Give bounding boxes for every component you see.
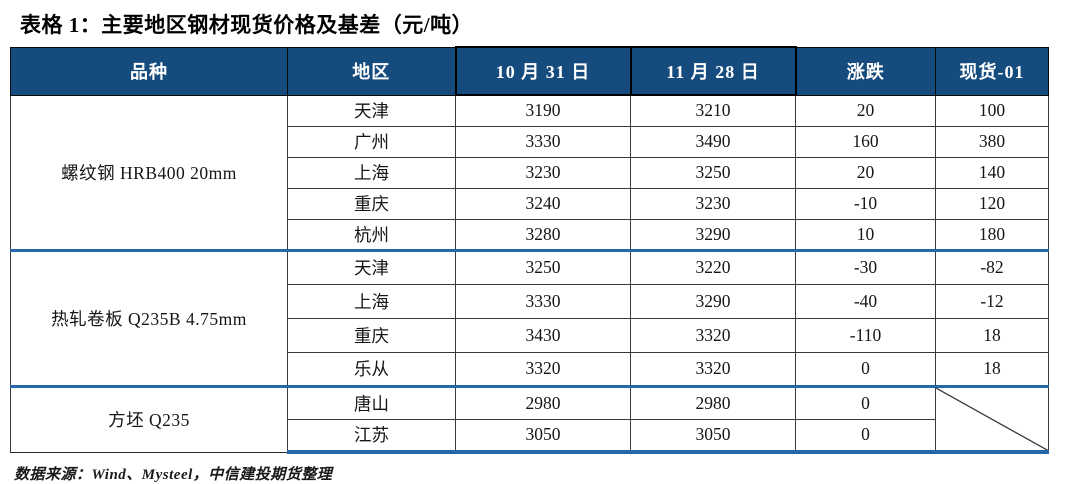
table-row: 杭州 3280 3290 10 180 <box>11 218 1049 251</box>
table-row: 江苏 3050 3050 0 <box>11 418 1049 454</box>
header-row: 品种 地区 10 月 31 日 11 月 28 日 涨跌 现货-01 <box>10 46 1049 96</box>
change-cell: -30 <box>795 248 936 285</box>
col-header-variety: 品种 <box>10 46 288 96</box>
region-cell: 广州 <box>287 125 456 158</box>
change-cell: -10 <box>795 187 936 220</box>
table-row: 螺纹钢 HRB400 20mm 天津 3190 3210 20 100 <box>10 94 1049 251</box>
change-cell: 0 <box>795 418 936 454</box>
table-row: 上海 3330 3290 -40 -12 <box>11 283 1049 319</box>
price-oct31: 3230 <box>455 156 631 189</box>
region-cell: 重庆 <box>287 187 456 220</box>
change-cell: 20 <box>795 94 936 127</box>
price-nov28: 3320 <box>630 351 796 387</box>
variety-rebar: 螺纹钢 HRB400 20mm <box>10 94 288 251</box>
price-oct31: 3050 <box>455 418 631 454</box>
table-row: 上海 3230 3250 20 140 <box>11 156 1049 189</box>
region-cell: 唐山 <box>287 384 456 420</box>
change-cell: 10 <box>795 218 936 251</box>
price-oct31: 3330 <box>455 125 631 158</box>
basis-cell: 180 <box>935 218 1049 251</box>
price-nov28: 3230 <box>630 187 796 220</box>
region-cell: 上海 <box>287 156 456 189</box>
basis-merged-blank-cell <box>935 384 1049 454</box>
basis-cell: -82 <box>935 248 1049 285</box>
variety-hot-rolled-coil: 热轧卷板 Q235B 4.75mm <box>10 248 288 387</box>
price-nov28: 3290 <box>630 283 796 319</box>
data-source-note: 数据来源：Wind、Mysteel，中信建投期货整理 <box>14 467 333 483</box>
price-oct31: 2980 <box>455 384 631 420</box>
price-nov28: 3490 <box>630 125 796 158</box>
region-cell: 江苏 <box>287 418 456 454</box>
col-header-change: 涨跌 <box>795 46 936 96</box>
table-row: 乐从 3320 3320 0 18 <box>11 351 1049 387</box>
price-oct31: 3280 <box>455 218 631 251</box>
change-cell: -40 <box>795 283 936 319</box>
table-row: 广州 3330 3490 160 380 <box>11 125 1049 158</box>
col-header-basis: 现货-01 <box>935 46 1049 96</box>
price-oct31: 3250 <box>455 248 631 285</box>
table-row: 方坯 Q235 唐山 2980 2980 0 <box>10 384 1049 454</box>
region-cell: 杭州 <box>287 218 456 251</box>
price-nov28: 3320 <box>630 317 796 353</box>
basis-cell: 140 <box>935 156 1049 189</box>
region-cell: 重庆 <box>287 317 456 353</box>
basis-cell: 380 <box>935 125 1049 158</box>
price-nov28: 3220 <box>630 248 796 285</box>
col-header-region: 地区 <box>287 46 456 96</box>
basis-cell: -12 <box>935 283 1049 319</box>
price-nov28: 3250 <box>630 156 796 189</box>
region-cell: 上海 <box>287 283 456 319</box>
price-nov28: 3050 <box>630 418 796 454</box>
table-row: 重庆 3430 3320 -110 18 <box>11 317 1049 353</box>
col-header-oct31: 10 月 31 日 <box>454 46 632 96</box>
change-cell: 0 <box>795 384 936 420</box>
basis-cell: 18 <box>935 351 1049 387</box>
price-nov28: 3210 <box>630 94 796 127</box>
price-oct31: 3320 <box>455 351 631 387</box>
table-row: 重庆 3240 3230 -10 120 <box>11 187 1049 220</box>
basis-cell: 18 <box>935 317 1049 353</box>
change-cell: 20 <box>795 156 936 189</box>
table-title: 表格 1：主要地区钢材现货价格及基差（元/吨） <box>20 13 474 37</box>
variety-billet: 方坯 Q235 <box>10 384 288 453</box>
steel-price-table: 品种 地区 10 月 31 日 11 月 28 日 涨跌 现货-01 螺纹钢 H… <box>10 46 1049 454</box>
price-oct31: 3240 <box>455 187 631 220</box>
price-oct31: 3430 <box>455 317 631 353</box>
diagonal-line <box>936 388 1048 451</box>
region-cell: 天津 <box>287 248 456 285</box>
region-cell: 天津 <box>287 94 456 127</box>
change-cell: -110 <box>795 317 936 353</box>
basis-cell: 120 <box>935 187 1049 220</box>
change-cell: 0 <box>795 351 936 387</box>
table-row: 热轧卷板 Q235B 4.75mm 天津 3250 3220 -30 -82 <box>10 248 1049 387</box>
region-cell: 乐从 <box>287 351 456 387</box>
basis-cell: 100 <box>935 94 1049 127</box>
price-nov28: 3290 <box>630 218 796 251</box>
price-nov28: 2980 <box>630 384 796 420</box>
price-oct31: 3330 <box>455 283 631 319</box>
price-oct31: 3190 <box>455 94 631 127</box>
col-header-nov28: 11 月 28 日 <box>629 46 797 96</box>
change-cell: 160 <box>795 125 936 158</box>
